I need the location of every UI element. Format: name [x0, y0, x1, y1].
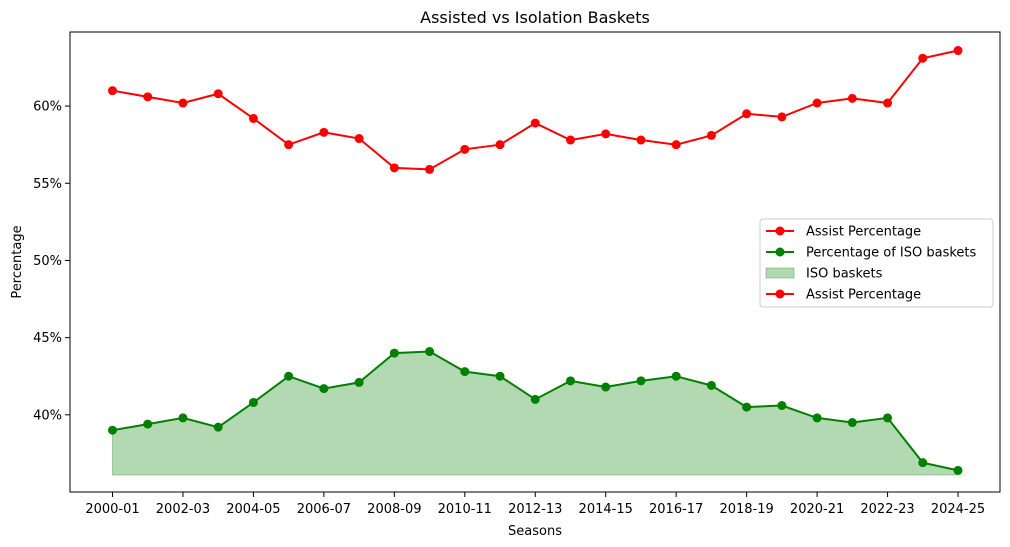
legend-label: ISO baskets	[806, 267, 883, 282]
data-point	[248, 397, 258, 407]
data-point	[389, 348, 399, 358]
x-tick-label: 2002-03	[156, 502, 210, 517]
legend: Assist Percentage Percentage of ISO baske…	[759, 218, 994, 308]
data-point	[460, 144, 470, 154]
data-point	[777, 112, 787, 122]
series-line	[112, 49, 959, 171]
x-tick-label: 2000-01	[85, 502, 139, 517]
y-tick-label: 55%	[33, 177, 62, 192]
data-point	[495, 140, 505, 150]
x-tick-label: 2016-17	[649, 502, 703, 517]
x-tick-label: 2018-19	[719, 502, 773, 517]
data-point	[178, 413, 188, 423]
legend-marker	[775, 289, 785, 299]
data-point	[354, 134, 364, 144]
data-point	[953, 465, 963, 475]
x-axis-label: Seasons	[508, 524, 562, 539]
data-point	[354, 377, 364, 387]
series-0	[108, 46, 963, 174]
legend-marker	[775, 247, 785, 257]
data-point	[706, 130, 716, 140]
data-point	[319, 384, 329, 394]
x-tick-label: 2010-11	[438, 502, 492, 517]
ticks-layer: 40% 45% 50% 55% 60% 2000-01 2002-03 2004-05 2006…	[33, 100, 985, 517]
x-tick-label: 2004-05	[226, 502, 280, 517]
data-point	[636, 135, 646, 145]
data-point	[742, 402, 752, 412]
y-tick-label: 45%	[33, 331, 62, 346]
data-point	[565, 376, 575, 386]
data-point	[143, 92, 153, 102]
data-point	[777, 401, 787, 411]
data-point	[108, 425, 117, 435]
data-point	[389, 163, 399, 173]
data-point	[213, 89, 223, 99]
data-point	[425, 347, 435, 357]
data-point	[425, 164, 435, 174]
data-point	[671, 140, 681, 150]
x-tick-label: 2014-15	[579, 502, 633, 517]
y-tick-label: 40%	[33, 408, 62, 423]
x-tick-label: 2020-21	[790, 502, 844, 517]
data-point	[565, 135, 575, 145]
data-point	[636, 376, 646, 386]
legend-patch	[765, 267, 795, 279]
data-point	[812, 413, 822, 423]
data-point	[495, 371, 505, 381]
data-point	[812, 98, 822, 108]
data-point	[706, 380, 716, 390]
data-point	[883, 413, 893, 423]
data-point	[953, 46, 963, 56]
series-1	[108, 347, 963, 475]
data-point	[213, 422, 223, 432]
x-tick-label: 2022-23	[860, 502, 914, 517]
data-point	[918, 458, 928, 468]
data-point	[847, 418, 857, 428]
data-point	[601, 382, 611, 392]
legend-label: Assist Percentage	[806, 288, 921, 303]
data-point	[284, 371, 294, 381]
series-layer	[108, 46, 963, 475]
data-point	[248, 113, 258, 123]
y-tick-label: 50%	[33, 254, 62, 269]
data-point	[284, 140, 294, 150]
x-tick-label: 2024-25	[931, 502, 985, 517]
data-point	[460, 367, 470, 377]
legend-label: Percentage of ISO baskets	[806, 246, 977, 261]
data-point	[530, 118, 540, 128]
data-point	[671, 371, 681, 381]
data-point	[108, 86, 117, 96]
data-point	[530, 394, 540, 404]
x-tick-label: 2008-09	[367, 502, 421, 517]
data-point	[918, 53, 928, 63]
y-axis-label: Percentage	[10, 225, 25, 298]
data-point	[742, 109, 752, 119]
y-tick-label: 60%	[33, 100, 62, 115]
data-point	[319, 127, 329, 137]
data-point	[601, 129, 611, 139]
legend-marker	[775, 226, 785, 236]
x-tick-label: 2006-07	[297, 502, 351, 517]
legend-label: Assist Percentage	[806, 225, 921, 240]
data-point	[847, 93, 857, 103]
data-point	[143, 419, 153, 429]
legend-frame	[759, 218, 994, 308]
data-point	[883, 98, 893, 108]
x-tick-label: 2012-13	[508, 502, 562, 517]
data-point	[178, 98, 188, 108]
chart-title: Assisted vs Isolation Baskets	[420, 8, 650, 27]
